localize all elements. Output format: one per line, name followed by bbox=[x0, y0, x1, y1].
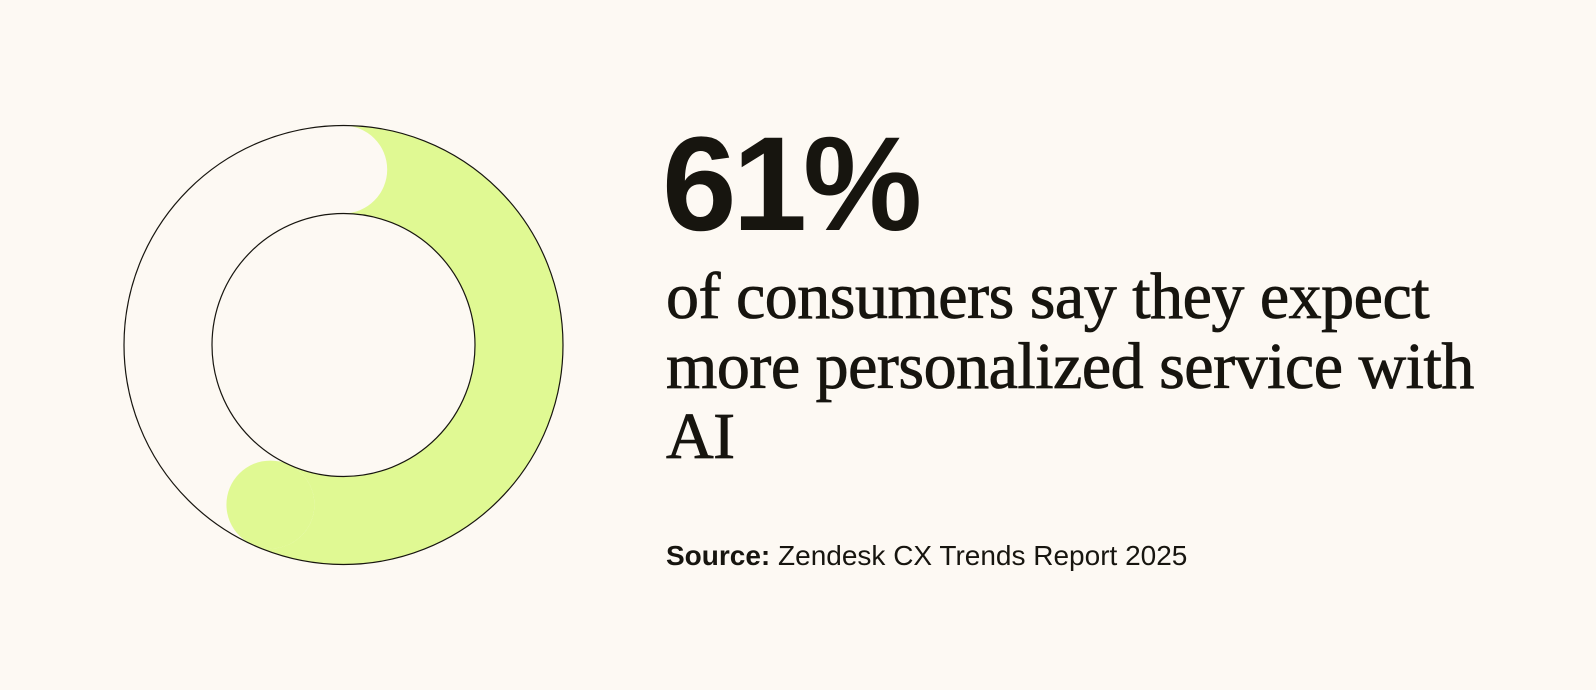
donut-inner-outline bbox=[211, 212, 476, 478]
donut-chart bbox=[123, 124, 564, 566]
headline-percentage: 61% bbox=[662, 110, 922, 259]
donut-empty-segment bbox=[124, 125, 388, 549]
donut-outer-outline bbox=[123, 124, 564, 566]
source-line: Source: Zendesk CX Trends Report 2025 bbox=[666, 540, 1187, 572]
donut-segment-end-cap bbox=[226, 460, 315, 549]
statement-text: of consumers say they expect more person… bbox=[666, 260, 1475, 473]
source-text: Zendesk CX Trends Report 2025 bbox=[778, 540, 1188, 571]
source-label: Source: bbox=[666, 540, 771, 571]
